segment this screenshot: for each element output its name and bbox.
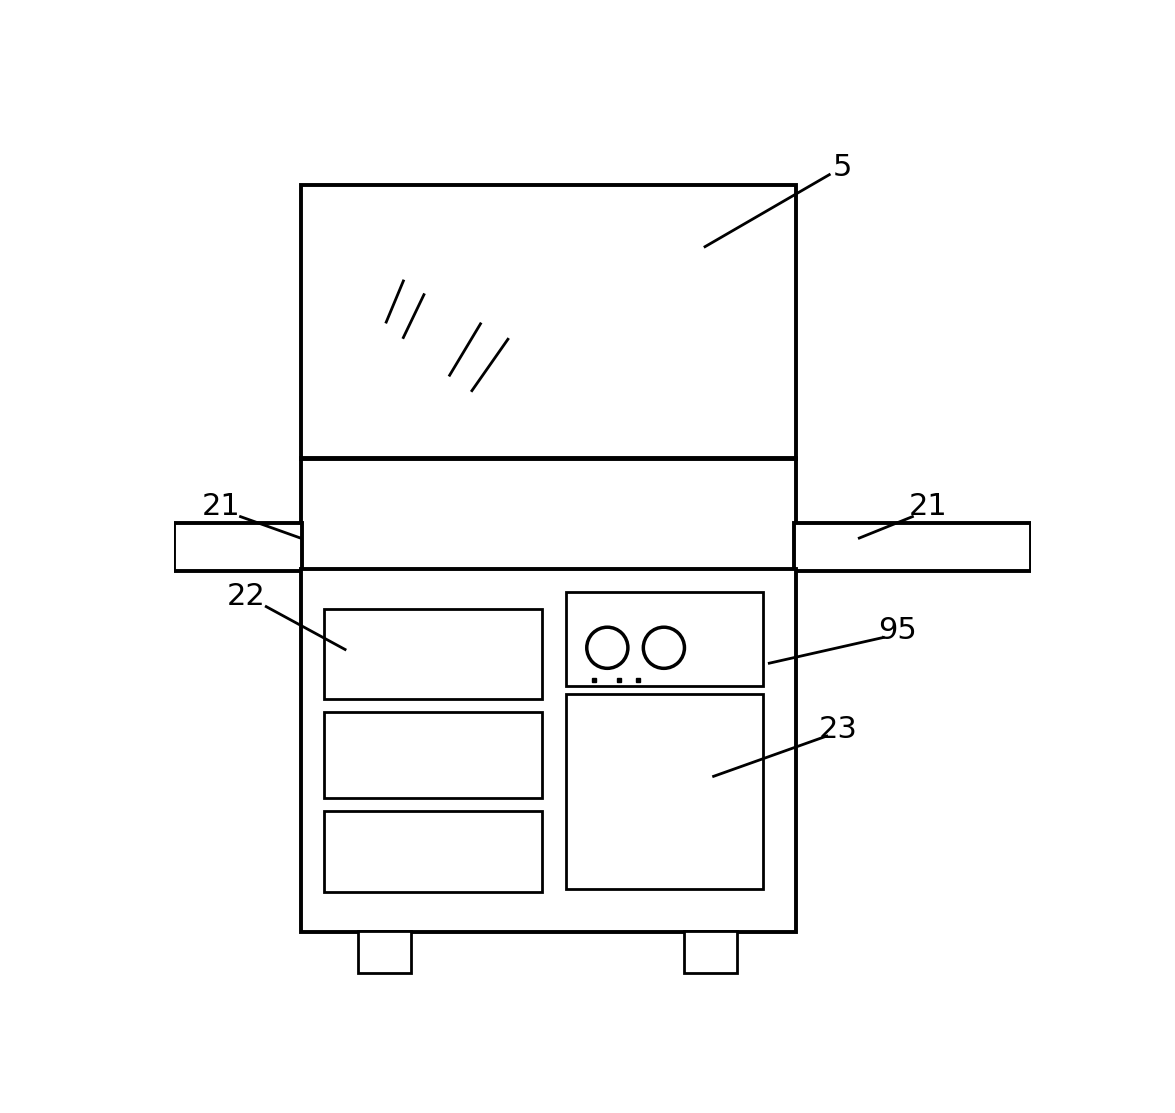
Bar (301, 185, 795, 460)
Bar (174, 523, 302, 571)
Text: 23: 23 (819, 715, 858, 743)
Text: 22: 22 (227, 582, 266, 611)
Bar (301, 457, 795, 571)
Bar (323, 712, 542, 798)
Text: 21: 21 (201, 492, 240, 521)
Bar (684, 930, 737, 974)
Bar (301, 569, 795, 933)
Text: 5: 5 (832, 154, 852, 183)
Bar (566, 695, 764, 889)
Bar (323, 609, 542, 699)
Bar (794, 523, 1030, 571)
Text: 21: 21 (908, 492, 947, 521)
Bar (566, 592, 764, 687)
Bar (358, 930, 411, 974)
Text: 95: 95 (879, 617, 918, 646)
Bar (323, 810, 542, 892)
